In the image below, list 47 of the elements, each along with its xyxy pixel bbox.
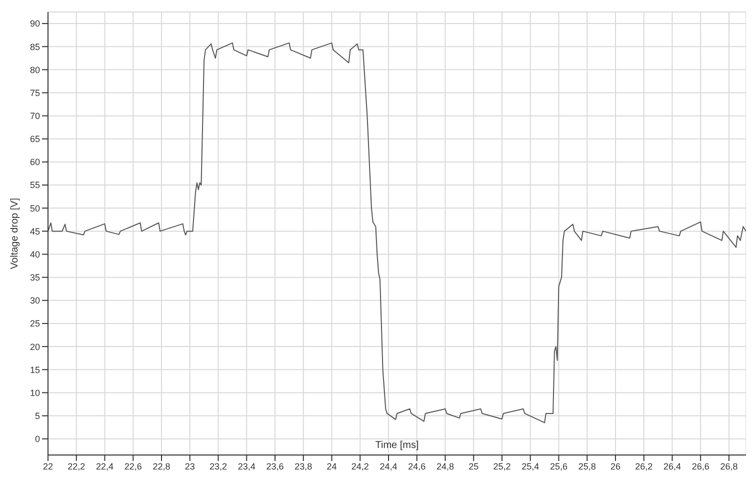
x-tick-label: 24,2	[351, 461, 369, 472]
y-tick-label: 30	[30, 296, 40, 306]
x-tick-label: 23	[184, 461, 195, 472]
x-tick-label: 22,4	[96, 461, 114, 472]
x-tick-label: 25	[468, 461, 479, 472]
y-tick-label: 70	[30, 111, 40, 122]
y-tick-label: 80	[30, 64, 40, 75]
x-tick-label: 22	[42, 461, 54, 472]
y-tick-label: 90	[30, 18, 40, 29]
x-tick-label: 26,8	[720, 461, 738, 472]
x-tick-label: 22,6	[124, 461, 142, 472]
y-tick-label: 60	[30, 157, 40, 168]
x-tick-label: 22,8	[152, 461, 170, 472]
y-tick-label: 40	[30, 249, 40, 260]
x-tick-label: 26,6	[692, 461, 710, 472]
x-tick-label: 23,4	[238, 461, 256, 472]
x-tick-label: 23,2	[209, 461, 228, 472]
x-axis-title: Time [ms]	[375, 440, 419, 452]
x-tick-label: 25,8	[578, 461, 596, 472]
x-tick-label: 26	[610, 461, 620, 472]
y-tick-label: 65	[30, 134, 40, 144]
x-tick-label: 25,2	[493, 461, 511, 472]
y-tick-label: 25	[30, 318, 40, 329]
x-tick-label: 26,4	[663, 461, 681, 472]
x-tick-label: 24,8	[436, 461, 454, 472]
y-tick-label: 45	[30, 226, 40, 236]
line-series	[48, 42, 746, 424]
x-tick-label: 25,4	[522, 461, 540, 472]
y-tick-label: 50	[30, 203, 40, 214]
x-tick-label: 26,2	[635, 461, 653, 472]
y-tick-label: 85	[30, 42, 40, 52]
x-tick-label: 23,6	[266, 461, 284, 472]
x-tick-label: 24	[326, 461, 337, 472]
y-tick-label: 5	[34, 410, 40, 421]
y-tick-label: 20	[30, 342, 40, 352]
x-tick-label: 24,4	[380, 461, 398, 472]
y-tick-label: 55	[30, 180, 40, 190]
y-tick-label: 10	[30, 388, 40, 398]
y-axis-title: Voltage drop [V]	[10, 198, 21, 270]
x-tick-label: 25,6	[550, 461, 568, 472]
y-tick-label: 35	[30, 272, 40, 283]
x-tick-label: 23,8	[294, 461, 312, 472]
y-tick-label: 0	[34, 434, 40, 444]
y-tick-label: 75	[30, 88, 40, 98]
y-tick-label: 15	[30, 364, 40, 375]
x-tick-label: 22,2	[68, 461, 86, 472]
x-tick-label: 24,6	[408, 461, 426, 472]
